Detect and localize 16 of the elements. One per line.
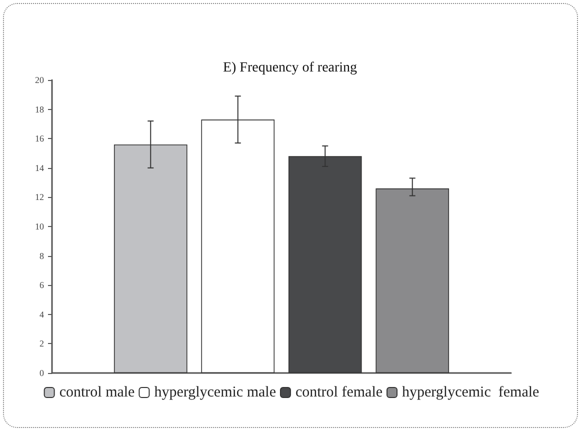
y-tick-label: 0 — [40, 368, 44, 378]
y-tick-label: 14 — [35, 162, 44, 173]
y-tick-label: 2 — [40, 338, 44, 349]
y-tick-label: 12 — [35, 192, 44, 202]
y-tick-label: 4 — [40, 309, 44, 320]
y-tick-label: 10 — [35, 222, 44, 232]
y-tick-label: 16 — [35, 134, 44, 144]
y-tick-label: 18 — [35, 104, 44, 114]
legend-label: control male — [59, 384, 136, 400]
y-tick-label: 8 — [40, 250, 44, 261]
y-tick-label: 20 — [35, 75, 44, 85]
legend-label: control female — [295, 384, 383, 400]
legend-label: hyperglycemic female — [402, 384, 540, 400]
y-tick-label: 6 — [40, 280, 44, 290]
legend-label: hyperglycemic male — [154, 384, 276, 400]
chart-title: E) Frequency of rearing — [222, 60, 358, 76]
